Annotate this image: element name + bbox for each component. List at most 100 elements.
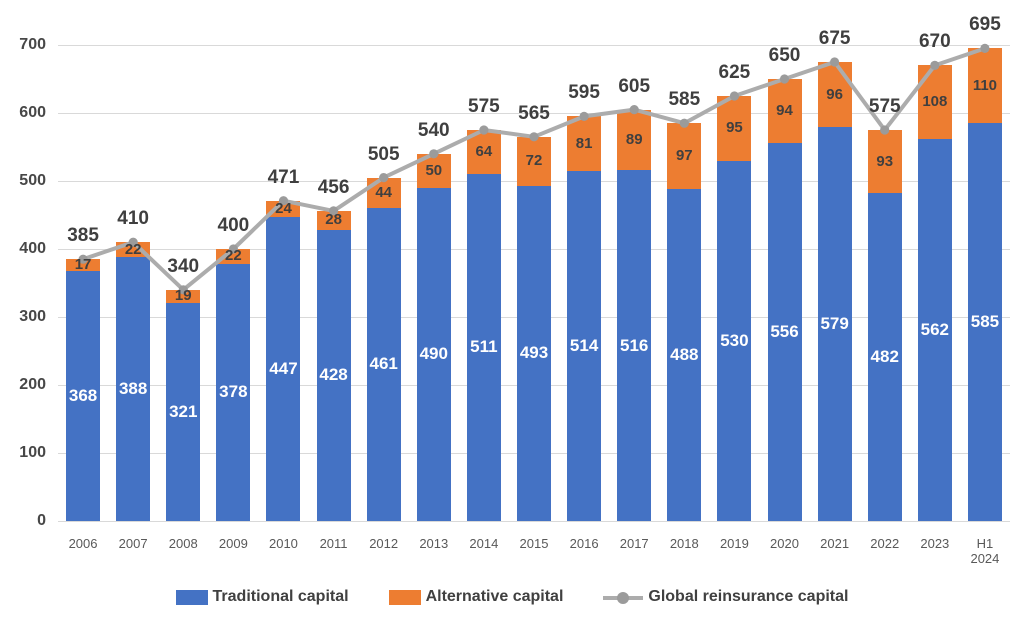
alternative-value-label: 81 — [575, 134, 593, 152]
y-axis-tick-600: 600 — [19, 104, 46, 121]
x-axis-tick-2006: 2006 — [68, 536, 98, 551]
traditional-value-label: 378 — [219, 382, 248, 402]
alternative-value-label: 97 — [675, 147, 693, 165]
legend-label-traditional-capital: Traditional capital — [212, 588, 349, 605]
alternative-value-label: 108 — [922, 93, 948, 111]
y-axis-tick-200: 200 — [19, 376, 46, 393]
legend-label-global-reinsurance-capital: Global reinsurance capital — [648, 588, 849, 605]
traditional-value-label: 461 — [369, 354, 398, 374]
x-axis-tick-2019: 2019 — [719, 536, 749, 551]
alternative-value-label: 19 — [174, 287, 192, 305]
total-value-label: 505 — [367, 143, 400, 165]
x-axis-tick-2023: 2023 — [920, 536, 950, 551]
legend: Traditional capital Alternative capital … — [0, 588, 1024, 606]
x-axis-tick-2011: 2011 — [319, 536, 348, 551]
x-axis-tick-2010: 2010 — [268, 536, 298, 551]
alternative-value-label: 110 — [972, 76, 998, 94]
x-axis-tick-2018: 2018 — [669, 536, 699, 551]
traditional-value-label: 516 — [620, 335, 649, 355]
total-value-label: 575 — [868, 96, 901, 117]
y-axis-tick-400: 400 — [19, 240, 46, 257]
alternative-value-label: 44 — [375, 183, 393, 201]
total-value-label: 456 — [317, 176, 350, 198]
traditional-value-label: 585 — [970, 312, 1000, 332]
bar-traditional-2007 — [116, 257, 150, 521]
x-axis-tick-H1-2024: H1 2024 — [970, 536, 1000, 566]
x-axis-tick-2022: 2022 — [870, 536, 900, 551]
x-axis-tick-2014: 2014 — [469, 536, 499, 551]
traditional-value-label: 511 — [470, 337, 498, 357]
total-value-label: 605 — [618, 75, 651, 97]
traditional-value-label: 488 — [670, 345, 699, 365]
traditional-value-label: 482 — [870, 347, 899, 367]
traditional-capital-swatch-icon — [175, 589, 208, 605]
legend-item-traditional-capital: Traditional capital — [175, 588, 349, 606]
traditional-value-label: 562 — [920, 319, 950, 339]
traditional-value-label: 530 — [720, 330, 749, 350]
total-value-label: 565 — [518, 102, 550, 124]
alternative-value-label: 50 — [425, 161, 443, 179]
legend-item-global-reinsurance-capital: Global reinsurance capital — [603, 588, 848, 606]
total-value-label: 575 — [468, 96, 500, 117]
x-axis-tick-2008: 2008 — [168, 536, 198, 551]
alternative-value-label: 72 — [525, 152, 543, 170]
traditional-value-label: 368 — [68, 385, 98, 405]
traditional-value-label: 447 — [269, 359, 298, 379]
alternative-value-label: 22 — [225, 247, 242, 265]
traditional-value-label: 493 — [519, 343, 549, 363]
alternative-value-label: 17 — [74, 255, 92, 273]
traditional-value-label: 490 — [419, 344, 448, 364]
total-value-label: 595 — [568, 82, 600, 104]
bar-traditional-2006 — [66, 270, 100, 521]
y-axis-tick-100: 100 — [19, 444, 46, 461]
x-axis-tick-2012: 2012 — [369, 536, 399, 551]
total-value-label: 385 — [67, 225, 99, 247]
traditional-value-label: 428 — [319, 365, 348, 385]
traditional-value-label: 556 — [770, 321, 799, 341]
x-axis-tick-2020: 2020 — [770, 536, 799, 551]
total-value-label: 675 — [818, 28, 851, 49]
total-value-label: 670 — [918, 31, 951, 53]
total-value-label: 471 — [267, 166, 300, 188]
line-marker-icon — [603, 590, 644, 605]
total-value-label: 650 — [768, 45, 801, 66]
alternative-value-label: 24 — [275, 199, 292, 217]
x-axis-tick-2021: 2021 — [820, 536, 850, 551]
bar-traditional-2009 — [216, 263, 250, 521]
x-axis-tick-2007: 2007 — [118, 536, 148, 551]
x-axis-tick-2009: 2009 — [218, 536, 248, 551]
total-value-label: 400 — [217, 215, 250, 236]
alternative-value-label: 95 — [726, 119, 743, 137]
x-axis-tick-2013: 2013 — [419, 536, 449, 551]
alternative-value-label: 93 — [876, 152, 894, 170]
alternative-value-label: 28 — [325, 211, 342, 229]
total-value-label: 540 — [417, 119, 450, 141]
legend-label-alternative-capital: Alternative capital — [425, 588, 564, 605]
bar-alternative-2008 — [166, 289, 200, 303]
alternative-value-label: 89 — [625, 130, 643, 148]
total-value-label: 410 — [117, 208, 149, 230]
alternative-value-label: 94 — [776, 101, 793, 119]
traditional-value-label: 514 — [569, 336, 599, 356]
alternative-value-label: 22 — [124, 240, 142, 258]
gridline-700 — [58, 45, 1010, 46]
gridline-0 — [58, 521, 1010, 522]
bar-traditional-2008 — [166, 302, 200, 521]
total-value-label: 625 — [718, 62, 751, 83]
total-value-label: 340 — [167, 255, 200, 277]
traditional-value-label: 579 — [820, 314, 849, 334]
alternative-capital-swatch-icon — [388, 589, 421, 605]
traditional-value-label: 321 — [169, 401, 198, 421]
y-axis-tick-700: 700 — [19, 36, 46, 53]
legend-item-alternative-capital: Alternative capital — [388, 588, 564, 606]
y-axis-tick-500: 500 — [19, 172, 46, 189]
y-axis-tick-300: 300 — [19, 308, 46, 325]
alternative-value-label: 96 — [826, 85, 843, 103]
x-axis-tick-2017: 2017 — [619, 536, 649, 551]
y-axis-tick-0: 0 — [37, 512, 46, 529]
alternative-value-label: 64 — [475, 142, 493, 160]
x-axis-tick-2015: 2015 — [519, 536, 549, 551]
total-value-label: 695 — [969, 14, 1001, 36]
x-axis-tick-2016: 2016 — [569, 536, 599, 551]
